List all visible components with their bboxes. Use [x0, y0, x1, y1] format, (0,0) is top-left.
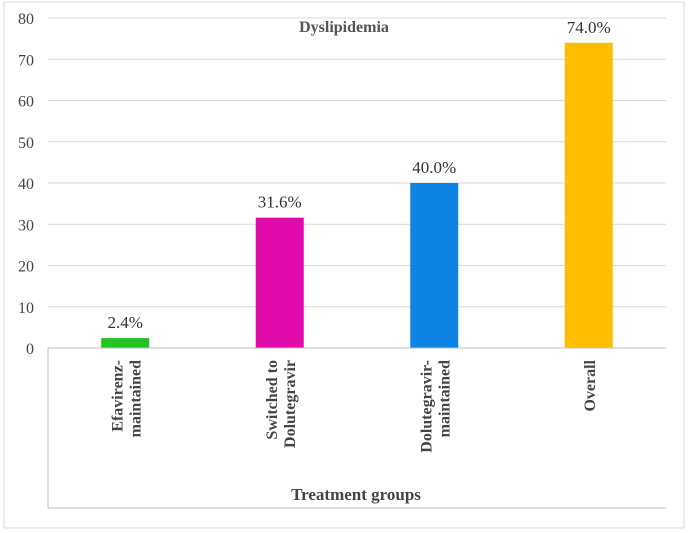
y-axis-ticks: 0 10 20 30 40 50 60 70 80 [18, 11, 34, 358]
category-label-line: Dolutegravir- [418, 360, 435, 453]
category-label: Overall [582, 359, 599, 411]
gridlines [48, 17, 666, 308]
data-label: 31.6% [258, 193, 302, 212]
category-label-line: Switched to [264, 360, 281, 440]
y-tick-label: 30 [18, 217, 34, 234]
category-label: Dolutegravir-maintained [418, 360, 453, 453]
y-tick-label: 0 [26, 341, 34, 358]
category-label: Switched to Dolutegravir [264, 360, 299, 448]
bar-2 [410, 183, 459, 348]
y-tick-label: 70 [18, 52, 34, 69]
y-tick-label: 60 [18, 94, 34, 111]
category-label-line: Overall [582, 359, 599, 411]
y-tick-label: 50 [18, 135, 34, 152]
chart-title: Dyslipidemia [299, 19, 389, 36]
bar-1 [255, 217, 304, 348]
category-label-line: Dolutegravir [282, 360, 299, 448]
category-label-line: Efavirenz- [109, 360, 126, 432]
x-axis-title: Treatment groups [291, 485, 421, 504]
y-tick-label: 80 [18, 11, 34, 28]
bar-series [101, 42, 613, 348]
data-label: 40.0% [412, 158, 456, 177]
data-label: 74.0% [567, 18, 611, 37]
y-tick-label: 40 [18, 176, 34, 193]
category-labels: Efavirenz-maintained Switched to Dolutegra… [109, 359, 599, 452]
bar-0 [101, 338, 150, 348]
category-label-line: maintained [436, 360, 453, 437]
y-tick-label: 10 [18, 300, 34, 317]
bar-3 [564, 42, 613, 348]
y-tick-label: 20 [18, 259, 34, 276]
category-label: Efavirenz-maintained [109, 360, 144, 437]
category-label-line: maintained [127, 360, 144, 437]
data-labels: 2.4% 31.6% 40.0% 74.0% [108, 18, 611, 332]
data-label: 2.4% [108, 313, 143, 332]
